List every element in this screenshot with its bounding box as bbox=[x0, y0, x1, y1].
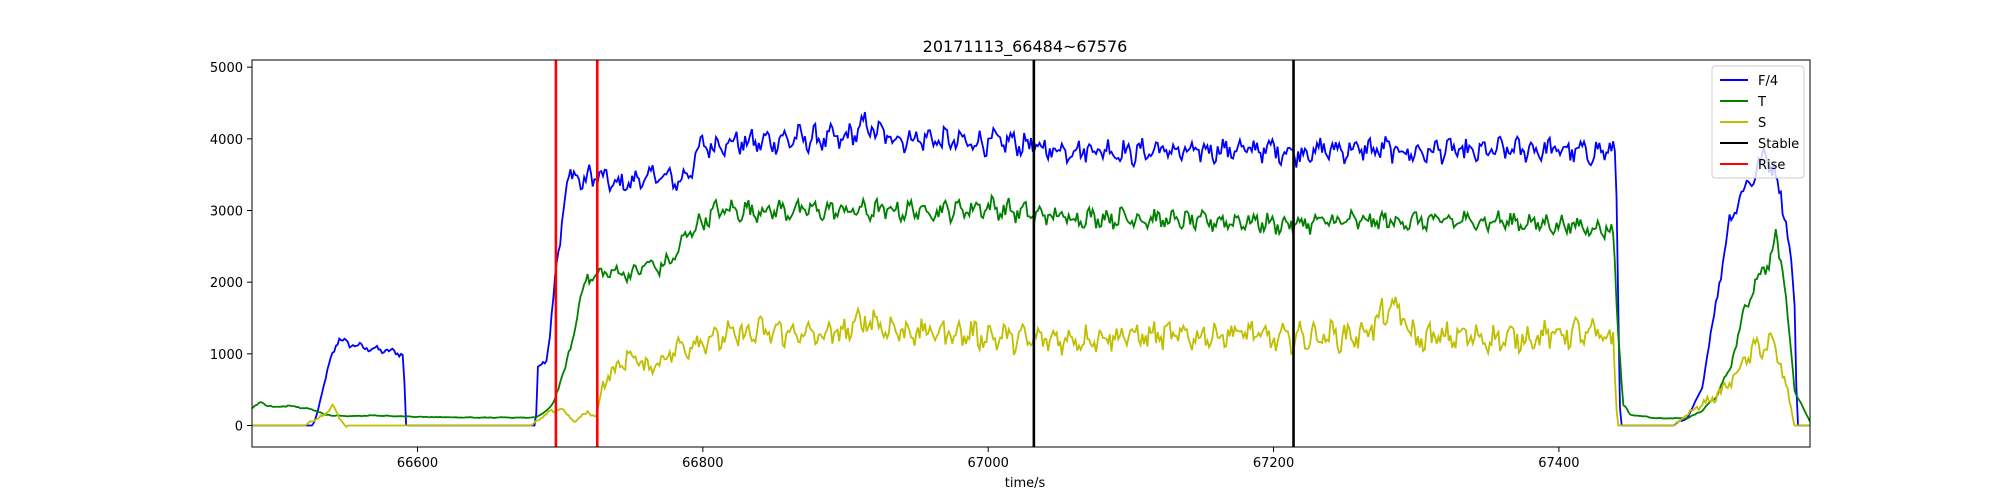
series-line-s bbox=[252, 296, 1810, 429]
y-tick-label: 1000 bbox=[210, 348, 243, 363]
legend-label: T bbox=[1757, 95, 1766, 110]
legend-label: S bbox=[1758, 116, 1766, 131]
legend-label: Rise bbox=[1758, 158, 1785, 173]
y-tick-label: 5000 bbox=[210, 61, 243, 76]
x-axis-title: time/s bbox=[1005, 476, 1046, 491]
x-tick-label: 67400 bbox=[1538, 456, 1579, 471]
x-tick-label: 66800 bbox=[682, 456, 723, 471]
series-line-t bbox=[252, 193, 1810, 423]
chart-title: 20171113_66484~67576 bbox=[923, 37, 1128, 57]
legend-label: F/4 bbox=[1758, 74, 1778, 89]
x-tick-label: 67200 bbox=[1253, 456, 1294, 471]
x-tick-label: 66600 bbox=[397, 456, 438, 471]
series-line-f-4 bbox=[252, 111, 1810, 427]
y-tick-label: 4000 bbox=[210, 133, 243, 148]
y-tick-label: 0 bbox=[235, 420, 243, 435]
legend: F/4 TS Stable Rise bbox=[1711, 65, 1805, 179]
legend-label: Stable bbox=[1758, 137, 1799, 152]
legend-box bbox=[1711, 65, 1805, 179]
x-tick-label: 67000 bbox=[968, 456, 1009, 471]
y-tick-label: 3000 bbox=[210, 205, 243, 220]
y-tick-label: 2000 bbox=[210, 276, 243, 291]
plot-frame bbox=[251, 59, 1811, 448]
